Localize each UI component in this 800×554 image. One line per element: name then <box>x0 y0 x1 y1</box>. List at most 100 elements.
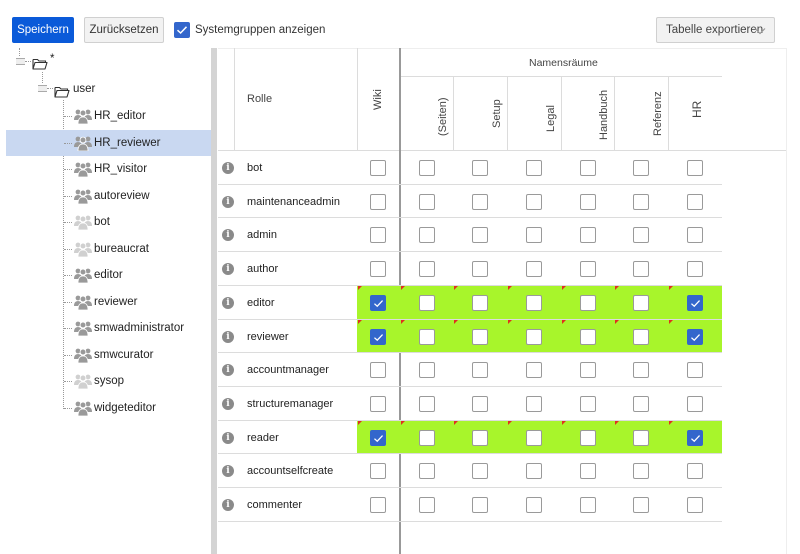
permission-checkbox-legal[interactable] <box>526 294 542 311</box>
permission-checkbox-hr[interactable] <box>687 395 703 412</box>
permission-checkbox-hr[interactable] <box>687 193 703 210</box>
permission-checkbox-wiki[interactable] <box>370 362 386 379</box>
permission-checkbox-setup[interactable] <box>472 362 488 379</box>
permission-checkbox-hr[interactable] <box>687 261 703 278</box>
permission-checkbox-legal[interactable] <box>526 395 542 412</box>
permission-checkbox-referenz[interactable] <box>633 395 649 412</box>
tree-node-group-widgeteditor[interactable]: widgeteditor <box>73 395 203 421</box>
permission-checkbox-seiten[interactable] <box>419 463 435 480</box>
info-icon[interactable]: i <box>222 431 234 444</box>
collapse-toggle-user[interactable] <box>38 85 47 92</box>
permission-checkbox-hr[interactable] <box>687 328 703 345</box>
permission-checkbox-handbuch[interactable] <box>580 463 596 480</box>
permission-checkbox-handbuch[interactable] <box>580 362 596 379</box>
permission-checkbox-wiki[interactable] <box>370 261 386 278</box>
reset-button[interactable]: Zurücksetzen <box>84 17 164 43</box>
permission-checkbox-referenz[interactable] <box>633 261 649 278</box>
permission-checkbox-hr[interactable] <box>687 362 703 379</box>
tree-node-group-bureaucrat[interactable]: bureaucrat <box>73 236 203 262</box>
show-system-groups-checkbox[interactable] <box>174 22 190 38</box>
permission-checkbox-legal[interactable] <box>526 328 542 345</box>
permission-checkbox-wiki[interactable] <box>370 193 386 210</box>
permission-checkbox-setup[interactable] <box>472 160 488 176</box>
permission-checkbox-legal[interactable] <box>526 193 542 210</box>
permission-checkbox-referenz[interactable] <box>633 362 649 379</box>
permission-checkbox-referenz[interactable] <box>633 328 649 345</box>
permission-checkbox-handbuch[interactable] <box>580 429 596 446</box>
permission-checkbox-seiten[interactable] <box>419 497 435 513</box>
permission-checkbox-seiten[interactable] <box>419 429 435 446</box>
permission-checkbox-setup[interactable] <box>472 193 488 210</box>
permission-checkbox-seiten[interactable] <box>419 395 435 412</box>
permission-checkbox-referenz[interactable] <box>633 463 649 480</box>
info-icon[interactable]: i <box>222 499 234 511</box>
info-icon[interactable]: i <box>222 229 234 242</box>
tree-node-group-smwcurator[interactable]: smwcurator <box>73 342 203 368</box>
permission-checkbox-legal[interactable] <box>526 160 542 176</box>
tree-node-group-smwadministrator[interactable]: smwadministrator <box>73 315 203 341</box>
permission-checkbox-referenz[interactable] <box>633 160 649 176</box>
tree-node-group-hr-editor[interactable]: HR_editor <box>73 103 203 129</box>
permission-checkbox-wiki[interactable] <box>370 328 386 345</box>
permission-checkbox-legal[interactable] <box>526 463 542 480</box>
permission-checkbox-setup[interactable] <box>472 497 488 513</box>
permission-checkbox-handbuch[interactable] <box>580 294 596 311</box>
permission-checkbox-wiki[interactable] <box>370 160 386 176</box>
info-icon[interactable]: i <box>222 397 234 410</box>
info-icon[interactable]: i <box>222 330 234 343</box>
permission-checkbox-seiten[interactable] <box>419 227 435 244</box>
permission-checkbox-referenz[interactable] <box>633 294 649 311</box>
permission-checkbox-handbuch[interactable] <box>580 497 596 513</box>
permission-checkbox-wiki[interactable] <box>370 497 386 513</box>
save-button[interactable]: Speichern <box>12 17 74 43</box>
permission-checkbox-hr[interactable] <box>687 227 703 244</box>
permission-checkbox-handbuch[interactable] <box>580 160 596 176</box>
tree-node-group-sysop[interactable]: sysop <box>73 368 203 394</box>
permission-checkbox-setup[interactable] <box>472 328 488 345</box>
permission-checkbox-wiki[interactable] <box>370 429 386 446</box>
permission-checkbox-legal[interactable] <box>526 497 542 513</box>
permission-checkbox-setup[interactable] <box>472 227 488 244</box>
tree-node-group-bot[interactable]: bot <box>73 209 203 235</box>
info-icon[interactable]: i <box>222 195 234 208</box>
permission-checkbox-handbuch[interactable] <box>580 227 596 244</box>
permission-checkbox-legal[interactable] <box>526 362 542 379</box>
permission-checkbox-handbuch[interactable] <box>580 261 596 278</box>
permission-checkbox-legal[interactable] <box>526 429 542 446</box>
permission-checkbox-handbuch[interactable] <box>580 395 596 412</box>
permission-checkbox-referenz[interactable] <box>633 193 649 210</box>
permission-checkbox-hr[interactable] <box>687 497 703 513</box>
collapse-toggle-root[interactable] <box>16 58 25 65</box>
permission-checkbox-legal[interactable] <box>526 261 542 278</box>
permission-checkbox-wiki[interactable] <box>370 395 386 412</box>
info-icon[interactable]: i <box>222 263 234 276</box>
panel-splitter[interactable] <box>211 48 217 554</box>
permission-checkbox-setup[interactable] <box>472 395 488 412</box>
permission-checkbox-legal[interactable] <box>526 227 542 244</box>
tree-node-group-hr-visitor[interactable]: HR_visitor <box>73 156 203 182</box>
permission-checkbox-seiten[interactable] <box>419 261 435 278</box>
permission-checkbox-wiki[interactable] <box>370 227 386 244</box>
permission-checkbox-referenz[interactable] <box>633 429 649 446</box>
permission-checkbox-hr[interactable] <box>687 429 703 446</box>
tree-node-group-editor[interactable]: editor <box>73 262 203 288</box>
permission-checkbox-handbuch[interactable] <box>580 193 596 210</box>
permission-checkbox-seiten[interactable] <box>419 362 435 379</box>
permission-checkbox-wiki[interactable] <box>370 294 386 311</box>
permission-checkbox-wiki[interactable] <box>370 463 386 480</box>
info-icon[interactable]: i <box>222 296 234 309</box>
permission-checkbox-setup[interactable] <box>472 463 488 480</box>
permission-checkbox-hr[interactable] <box>687 160 703 176</box>
info-icon[interactable]: i <box>222 364 234 377</box>
permission-checkbox-hr[interactable] <box>687 294 703 311</box>
export-table-dropdown[interactable]: Tabelle exportieren <box>656 17 775 43</box>
permission-checkbox-seiten[interactable] <box>419 160 435 176</box>
permission-checkbox-setup[interactable] <box>472 429 488 446</box>
tree-node-group-reviewer[interactable]: reviewer <box>73 289 203 315</box>
permission-checkbox-referenz[interactable] <box>633 227 649 244</box>
permission-checkbox-handbuch[interactable] <box>580 328 596 345</box>
permission-checkbox-setup[interactable] <box>472 294 488 311</box>
permission-checkbox-seiten[interactable] <box>419 294 435 311</box>
tree-node-group-autoreview[interactable]: autoreview <box>73 183 203 209</box>
info-icon[interactable]: i <box>222 162 234 174</box>
